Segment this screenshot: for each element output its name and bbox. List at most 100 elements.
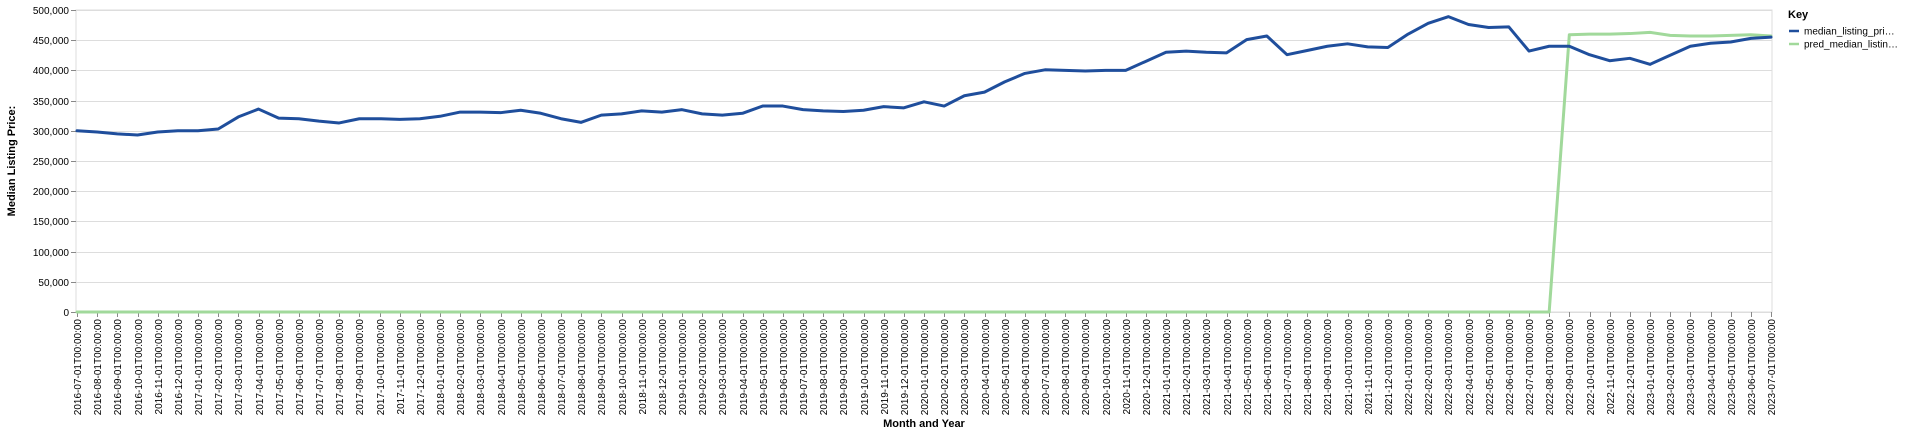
x-tick-label: 2020-05-01T00:00:00: [1001, 319, 1012, 416]
x-tick-label: 2020-06-01T00:00:00: [1021, 319, 1032, 416]
x-tick-label: 2020-10-01T00:00:00: [1102, 319, 1113, 416]
x-tick-label: 2022-06-01T00:00:00: [1505, 319, 1516, 416]
x-tick-label: 2019-03-01T00:00:00: [718, 319, 729, 416]
x-tick-label: 2023-03-01T00:00:00: [1686, 319, 1697, 416]
x-tick-label: 2017-07-01T00:00:00: [315, 319, 326, 416]
x-tick-label: 2019-09-01T00:00:00: [839, 319, 850, 416]
x-tick-label: 2019-06-01T00:00:00: [779, 319, 790, 416]
x-tick-label: 2022-05-01T00:00:00: [1485, 319, 1496, 416]
x-tick-label: 2021-04-01T00:00:00: [1223, 319, 1234, 416]
x-tick-label: 2019-02-01T00:00:00: [698, 319, 709, 416]
x-tick-label: 2022-02-01T00:00:00: [1424, 319, 1435, 416]
x-tick-label: 2018-08-01T00:00:00: [577, 319, 588, 416]
x-tick-label: 2020-11-01T00:00:00: [1122, 319, 1133, 415]
y-tick-label: 50,000: [38, 278, 69, 289]
series-line: [75, 15, 1773, 137]
x-tick-label: 2019-07-01T00:00:00: [799, 319, 810, 416]
x-tick-label: 2017-02-01T00:00:00: [214, 319, 225, 416]
x-tick-label: 2021-01-01T00:00:00: [1162, 319, 1173, 416]
x-tick-label: 2021-05-01T00:00:00: [1243, 319, 1254, 416]
x-axis-ticks: 2016-07-01T00:00:00 2016-08-01T00:00:00 20…: [73, 312, 1778, 415]
y-tick-label: 350,000: [33, 97, 70, 108]
x-tick-label: 2016-10-01T00:00:00: [134, 319, 145, 416]
y-tick-label: 400,000: [33, 66, 70, 77]
legend-title: Key: [1788, 9, 1809, 21]
x-tick-label: 2023-06-01T00:00:00: [1747, 319, 1758, 416]
x-tick-label: 2021-02-01T00:00:00: [1182, 319, 1193, 416]
x-tick-label: 2019-11-01T00:00:00: [880, 319, 891, 415]
x-tick-label: 2021-07-01T00:00:00: [1283, 319, 1294, 416]
x-tick-label: 2018-04-01T00:00:00: [497, 319, 508, 416]
y-tick-label: 250,000: [33, 157, 70, 168]
x-tick-label: 2018-10-01T00:00:00: [618, 319, 629, 416]
series-line: [75, 30, 1773, 314]
x-tick-label: 2017-05-01T00:00:00: [275, 319, 286, 416]
x-tick-label: 2021-12-01T00:00:00: [1384, 319, 1395, 416]
x-tick-label: 2016-08-01T00:00:00: [93, 319, 104, 416]
x-tick-label: 2021-10-01T00:00:00: [1344, 319, 1355, 416]
x-tick-label: 2022-07-01T00:00:00: [1525, 319, 1536, 416]
legend-label: median_listing_pri…: [1804, 27, 1895, 38]
x-tick-label: 2021-06-01T00:00:00: [1263, 319, 1274, 416]
x-tick-label: 2022-01-01T00:00:00: [1404, 319, 1415, 416]
x-tick-label: 2020-01-01T00:00:00: [920, 319, 931, 416]
x-tick-label: 2020-03-01T00:00:00: [960, 319, 971, 416]
y-tick-label: 300,000: [33, 127, 70, 138]
x-tick-label: 2018-12-01T00:00:00: [658, 319, 669, 416]
x-tick-label: 2022-04-01T00:00:00: [1465, 319, 1476, 416]
x-tick-label: 2022-10-01T00:00:00: [1586, 319, 1597, 416]
gridlines: [75, 9, 1773, 313]
x-tick-label: 2023-01-01T00:00:00: [1646, 319, 1657, 416]
x-tick-label: 2022-12-01T00:00:00: [1626, 319, 1637, 416]
x-tick-label: 2020-12-01T00:00:00: [1142, 319, 1153, 416]
x-tick-label: 2017-08-01T00:00:00: [335, 319, 346, 416]
x-tick-label: 2018-11-01T00:00:00: [638, 319, 649, 415]
x-axis-title: Month and Year: [883, 418, 965, 430]
x-tick-label: 2022-03-01T00:00:00: [1444, 319, 1455, 416]
x-tick-label: 2020-04-01T00:00:00: [981, 319, 992, 416]
x-tick-label: 2019-01-01T00:00:00: [678, 319, 689, 416]
x-tick-label: 2022-08-01T00:00:00: [1545, 319, 1556, 416]
x-tick-label: 2017-01-01T00:00:00: [194, 319, 205, 416]
x-tick-label: 2020-07-01T00:00:00: [1041, 319, 1052, 416]
x-tick-label: 2023-05-01T00:00:00: [1727, 319, 1738, 416]
x-tick-label: 2017-10-01T00:00:00: [376, 319, 387, 416]
x-tick-label: 2019-12-01T00:00:00: [900, 319, 911, 416]
x-tick-label: 2017-09-01T00:00:00: [355, 319, 366, 416]
x-tick-label: 2022-09-01T00:00:00: [1565, 319, 1576, 416]
x-tick-label: 2019-08-01T00:00:00: [819, 319, 830, 416]
x-tick-label: 2019-10-01T00:00:00: [860, 319, 871, 416]
x-tick-label: 2018-03-01T00:00:00: [476, 319, 487, 416]
x-tick-label: 2023-04-01T00:00:00: [1707, 319, 1718, 416]
x-tick-label: 2021-09-01T00:00:00: [1323, 319, 1334, 416]
x-tick-label: 2021-03-01T00:00:00: [1202, 319, 1213, 416]
y-axis-ticks: 0 50,000 100,000 150,000 200,000 250,000 300,0…: [33, 6, 76, 319]
x-tick-label: 2017-03-01T00:00:00: [234, 319, 245, 416]
y-tick-label: 100,000: [33, 248, 70, 259]
y-tick-label: 150,000: [33, 217, 70, 228]
x-tick-label: 2020-02-01T00:00:00: [940, 319, 951, 416]
x-tick-label: 2017-04-01T00:00:00: [255, 319, 266, 416]
x-tick-label: 2018-06-01T00:00:00: [537, 319, 548, 416]
x-tick-label: 2016-09-01T00:00:00: [113, 319, 124, 416]
x-tick-label: 2018-07-01T00:00:00: [557, 319, 568, 416]
x-tick-label: 2016-11-01T00:00:00: [154, 319, 165, 415]
x-tick-label: 2021-08-01T00:00:00: [1303, 319, 1314, 416]
x-tick-label: 2018-09-01T00:00:00: [597, 319, 608, 416]
y-tick-label: 0: [63, 308, 69, 319]
y-axis-title: Median Listing Price:: [6, 106, 18, 217]
x-tick-label: 2018-02-01T00:00:00: [456, 319, 467, 416]
x-tick-label: 2022-11-01T00:00:00: [1606, 319, 1617, 415]
y-tick-label: 450,000: [33, 36, 70, 47]
x-tick-label: 2020-08-01T00:00:00: [1061, 319, 1072, 416]
legend-label: pred_median_listin…: [1804, 40, 1898, 51]
y-tick-label: 500,000: [33, 6, 70, 17]
x-tick-label: 2017-06-01T00:00:00: [295, 319, 306, 416]
x-tick-label: 2019-04-01T00:00:00: [739, 319, 750, 416]
x-tick-label: 2021-11-01T00:00:00: [1364, 319, 1375, 415]
x-tick-label: 2019-05-01T00:00:00: [759, 319, 770, 416]
x-tick-label: 2017-11-01T00:00:00: [396, 319, 407, 415]
x-tick-label: 2023-07-01T00:00:00: [1767, 319, 1778, 416]
x-tick-label: 2018-05-01T00:00:00: [517, 319, 528, 416]
